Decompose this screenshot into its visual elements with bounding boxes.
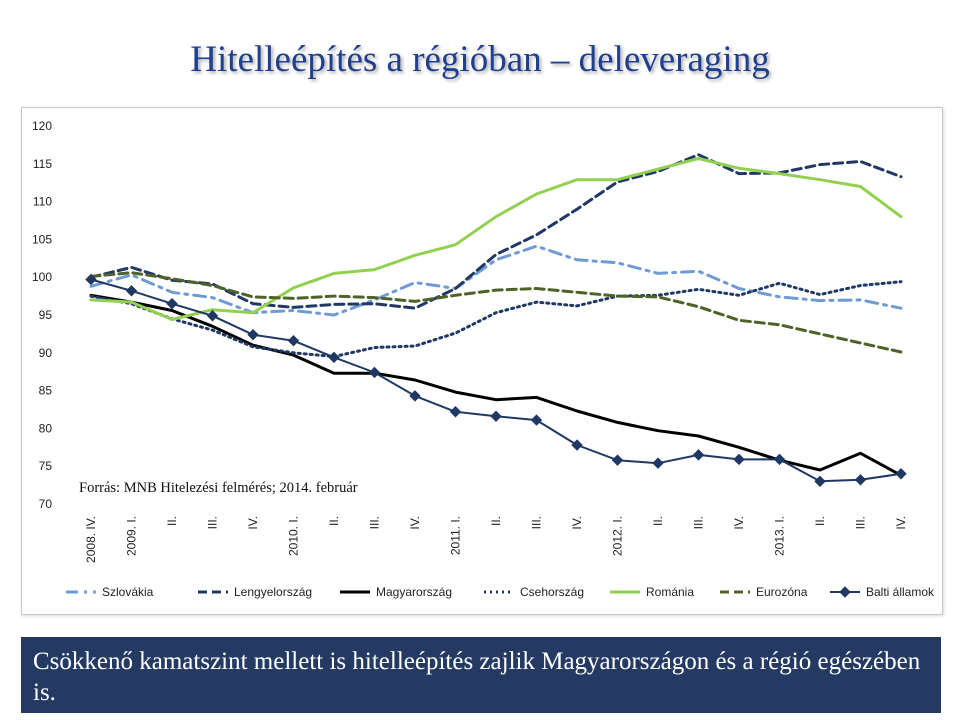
y-tick-label: 70: [39, 497, 53, 511]
x-tick-label: III.: [530, 516, 544, 529]
y-axis: 70 75 80 85 90 95 100 105 110 115 120: [32, 119, 52, 511]
data-point: [206, 310, 219, 322]
legend-item: Magyarország: [340, 585, 452, 599]
data-point: [85, 273, 97, 286]
data-point: [530, 414, 543, 426]
series-line: [89, 280, 903, 359]
data-point: [247, 328, 259, 341]
x-tick-label: IV.: [246, 516, 260, 530]
x-tick-label: II.: [165, 516, 179, 526]
series-line: [89, 153, 903, 310]
y-tick-label: 120: [32, 119, 52, 133]
data-point: [166, 297, 178, 310]
x-tick-label: 2011. I.: [449, 516, 463, 555]
x-tick-label: II.: [651, 516, 665, 526]
x-tick-label: IV.: [408, 516, 422, 530]
data-point: [652, 457, 664, 469]
data-point: [449, 406, 462, 418]
legend-label: Románia: [646, 585, 694, 599]
y-tick-label: 85: [39, 384, 53, 398]
y-tick-label: 90: [39, 346, 53, 360]
series-romania: [89, 157, 903, 321]
legend-item: Csehország: [484, 585, 584, 599]
data-point: [854, 474, 867, 486]
y-tick-label: 110: [33, 195, 52, 209]
x-tick-label: III.: [854, 516, 868, 529]
data-point: [125, 285, 138, 297]
legend-label: Magyarország: [376, 585, 452, 599]
legend-label: Lengyelország: [234, 585, 312, 599]
legend-label: Szlovákia: [102, 585, 154, 599]
legend-item: Balti államok: [830, 585, 935, 599]
x-tick-label: IV.: [570, 516, 584, 530]
caption-banner: Csökkenő kamatszint mellett is hitelleép…: [21, 637, 941, 713]
legend-marker: [839, 586, 851, 598]
chart-frame: 70 75 80 85 90 95 100 105 110 115 120 2008. IV. 200…: [21, 107, 943, 615]
x-tick-label: 2012. I.: [611, 516, 625, 556]
x-axis: 2008. IV. 2009. I. II. III. IV. 2010. I. II. II…: [84, 516, 908, 563]
data-point: [490, 410, 502, 423]
x-tick-label: II.: [327, 516, 341, 526]
series-line: [89, 157, 903, 321]
caption-text: Csökkenő kamatszint mellett is hitelleép…: [33, 648, 921, 706]
data-point: [409, 390, 421, 402]
y-tick-label: 75: [39, 459, 53, 473]
data-point: [328, 351, 340, 364]
series-balti-allamok: [85, 273, 907, 488]
legend: Szlovákia Lengyelország Magyarország Csehor…: [66, 585, 935, 599]
x-tick-label: 2008. IV.: [84, 516, 98, 563]
data-point: [814, 475, 826, 488]
legend-item: Románia: [610, 585, 694, 599]
series-magyarorszag: [89, 293, 903, 477]
y-tick-label: 105: [32, 232, 52, 246]
data-point: [692, 449, 705, 461]
x-tick-label: 2009. I.: [125, 516, 139, 556]
legend-item: Eurozóna: [720, 585, 808, 599]
series-lengyelorszag: [89, 153, 903, 310]
legend-item: Szlovákia: [66, 585, 154, 599]
series-line: [89, 244, 903, 317]
x-tick-label: II.: [813, 516, 827, 526]
legend-item: Lengyelország: [198, 585, 312, 599]
data-point: [773, 453, 786, 466]
x-tick-label: III.: [368, 516, 382, 529]
y-tick-label: 95: [39, 308, 53, 322]
legend-label: Balti államok: [866, 585, 935, 599]
series-line: [89, 271, 903, 354]
data-point: [733, 453, 745, 466]
legend-label: Eurozóna: [756, 585, 808, 599]
x-tick-label: III.: [206, 516, 220, 529]
data-point: [571, 439, 583, 451]
x-tick-label: IV.: [894, 516, 908, 530]
y-tick-label: 100: [32, 270, 52, 284]
series-lines: [85, 153, 907, 488]
data-point: [895, 468, 907, 480]
source-note: Forrás: MNB Hitelezési felmérés; 2014. f…: [79, 480, 358, 496]
slide-title: Hitelleépítés a régióban – deleveraging: [190, 39, 770, 80]
series-szlovakia: [89, 244, 903, 317]
data-point: [287, 334, 300, 347]
series-eurozona: [89, 271, 903, 354]
series-line: [89, 293, 903, 477]
data-point: [368, 366, 381, 379]
x-tick-label: 2010. I.: [287, 516, 301, 556]
x-tick-label: 2013. I.: [773, 516, 787, 556]
legend-label: Csehország: [520, 585, 584, 599]
x-tick-label: II.: [489, 516, 503, 526]
x-tick-label: III.: [692, 516, 706, 529]
y-tick-label: 80: [39, 421, 53, 435]
x-tick-label: IV.: [732, 516, 746, 530]
series-csehorszag: [89, 280, 903, 359]
y-tick-label: 115: [33, 157, 52, 171]
data-point: [611, 454, 624, 466]
